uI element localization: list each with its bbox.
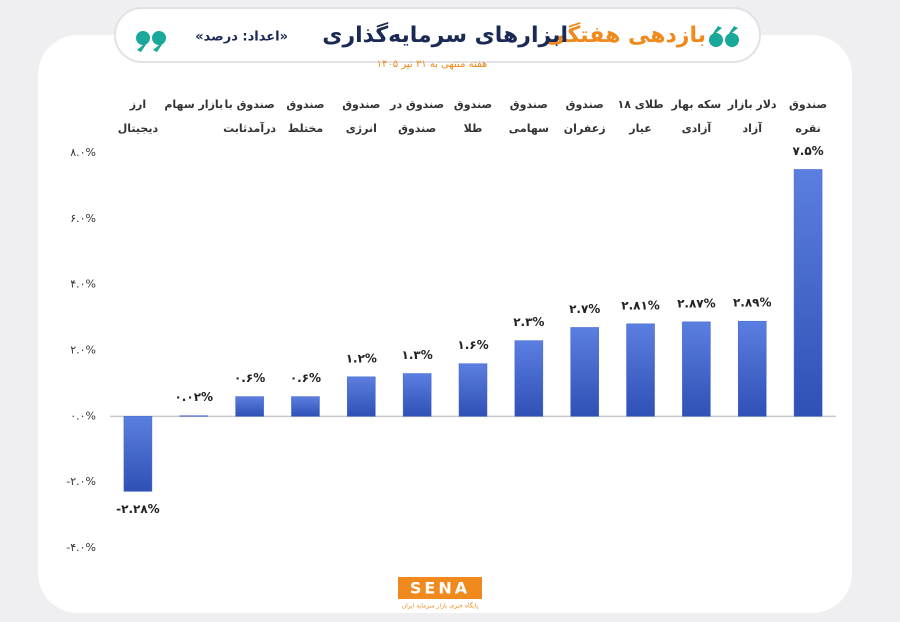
value-label: ۲.۷% bbox=[569, 302, 600, 316]
y-tick-label: ۴.۰% bbox=[70, 278, 96, 291]
y-tick-label: ۸.۰% bbox=[70, 146, 96, 159]
title-pill bbox=[114, 7, 761, 63]
y-tick-label: ۰.۰% bbox=[70, 409, 96, 422]
x-tick-label: عیار bbox=[628, 122, 651, 135]
title-note: «اعداد: درصد» bbox=[195, 30, 288, 45]
bar bbox=[402, 373, 432, 417]
value-label: ۱.۶% bbox=[457, 338, 488, 352]
value-label: ۰.۶% bbox=[234, 371, 265, 385]
x-tick-label: آزادی bbox=[682, 121, 712, 135]
value-label: ۲.۸۹% bbox=[733, 296, 772, 310]
value-label: ۷.۵% bbox=[792, 144, 823, 158]
x-tick-label: نقره bbox=[795, 122, 820, 135]
quote-icon bbox=[136, 26, 739, 52]
panel bbox=[38, 35, 852, 613]
bar bbox=[179, 415, 209, 417]
x-tick-label: طلا bbox=[464, 122, 483, 135]
bar bbox=[514, 340, 544, 417]
x-tick-label: آزاد bbox=[742, 121, 762, 135]
x-tick-label: صندوق bbox=[789, 98, 827, 111]
x-tick-label: سهامی bbox=[509, 122, 549, 135]
x-tick-label: صندوق bbox=[342, 98, 380, 111]
value-label: ۲.۸۷% bbox=[677, 296, 716, 310]
x-tick-label: ارز bbox=[129, 98, 146, 111]
title-accent: بازدهی هفتگی bbox=[545, 21, 706, 48]
x-tick-label: صندوق bbox=[510, 98, 548, 111]
value-label: ۰.۰۲% bbox=[174, 390, 213, 404]
value-label: ۱.۲% bbox=[346, 351, 377, 365]
x-tick-label: زعفران bbox=[564, 122, 606, 135]
bar bbox=[626, 323, 655, 417]
x-tick-label: صندوق bbox=[398, 122, 436, 135]
x-tick-label: صندوق bbox=[286, 98, 324, 111]
y-tick-label: -۲.۰% bbox=[66, 475, 96, 488]
x-tick-label: دلار بازار bbox=[727, 98, 777, 111]
x-tick-label: صندوق در bbox=[389, 98, 444, 111]
y-tick-label: -۴.۰% bbox=[66, 541, 96, 554]
bar bbox=[737, 320, 767, 417]
bar bbox=[793, 169, 823, 417]
x-tick-label: صندوق bbox=[454, 98, 492, 111]
bar bbox=[458, 363, 488, 417]
y-tick-label: ۶.۰% bbox=[70, 212, 96, 225]
subtitle: هفته منتهی به ۳۱ تیر ۱۴۰۵ bbox=[377, 59, 488, 70]
value-label: ۲.۳% bbox=[513, 315, 544, 329]
bar bbox=[570, 327, 599, 417]
logo-box bbox=[398, 577, 482, 599]
x-tick-label: سکه بهار bbox=[671, 98, 722, 111]
value-label: ۰.۶% bbox=[290, 371, 321, 385]
bar bbox=[682, 321, 711, 417]
logo-caption: پایگاه خبری بازار سرمایه ایران bbox=[402, 602, 479, 610]
x-tick-label: دیجیتال bbox=[118, 122, 159, 135]
x-tick-label: صندوق bbox=[566, 98, 604, 111]
bar bbox=[291, 396, 320, 417]
chart-title: ابزارهای سرمایه‌گذاری bbox=[322, 21, 568, 48]
value-label: -۲.۲۸% bbox=[116, 502, 160, 516]
value-label: ۱.۳% bbox=[402, 348, 433, 362]
y-tick-label: ۲.۰% bbox=[70, 344, 96, 357]
bar bbox=[123, 416, 153, 492]
x-tick-label: مختلط bbox=[288, 122, 324, 135]
x-tick-label: انرژی bbox=[346, 122, 377, 135]
x-tick-label: صندوق با bbox=[224, 98, 274, 111]
x-tick-label: درآمدثابت bbox=[223, 121, 276, 135]
x-tick-label: بازار سهام bbox=[164, 98, 223, 111]
value-label: ۲.۸۱% bbox=[621, 298, 660, 312]
bar bbox=[235, 396, 264, 417]
logo: SENA bbox=[410, 579, 470, 598]
bar bbox=[347, 376, 376, 417]
x-tick-label: طلای ۱۸ bbox=[618, 98, 664, 111]
